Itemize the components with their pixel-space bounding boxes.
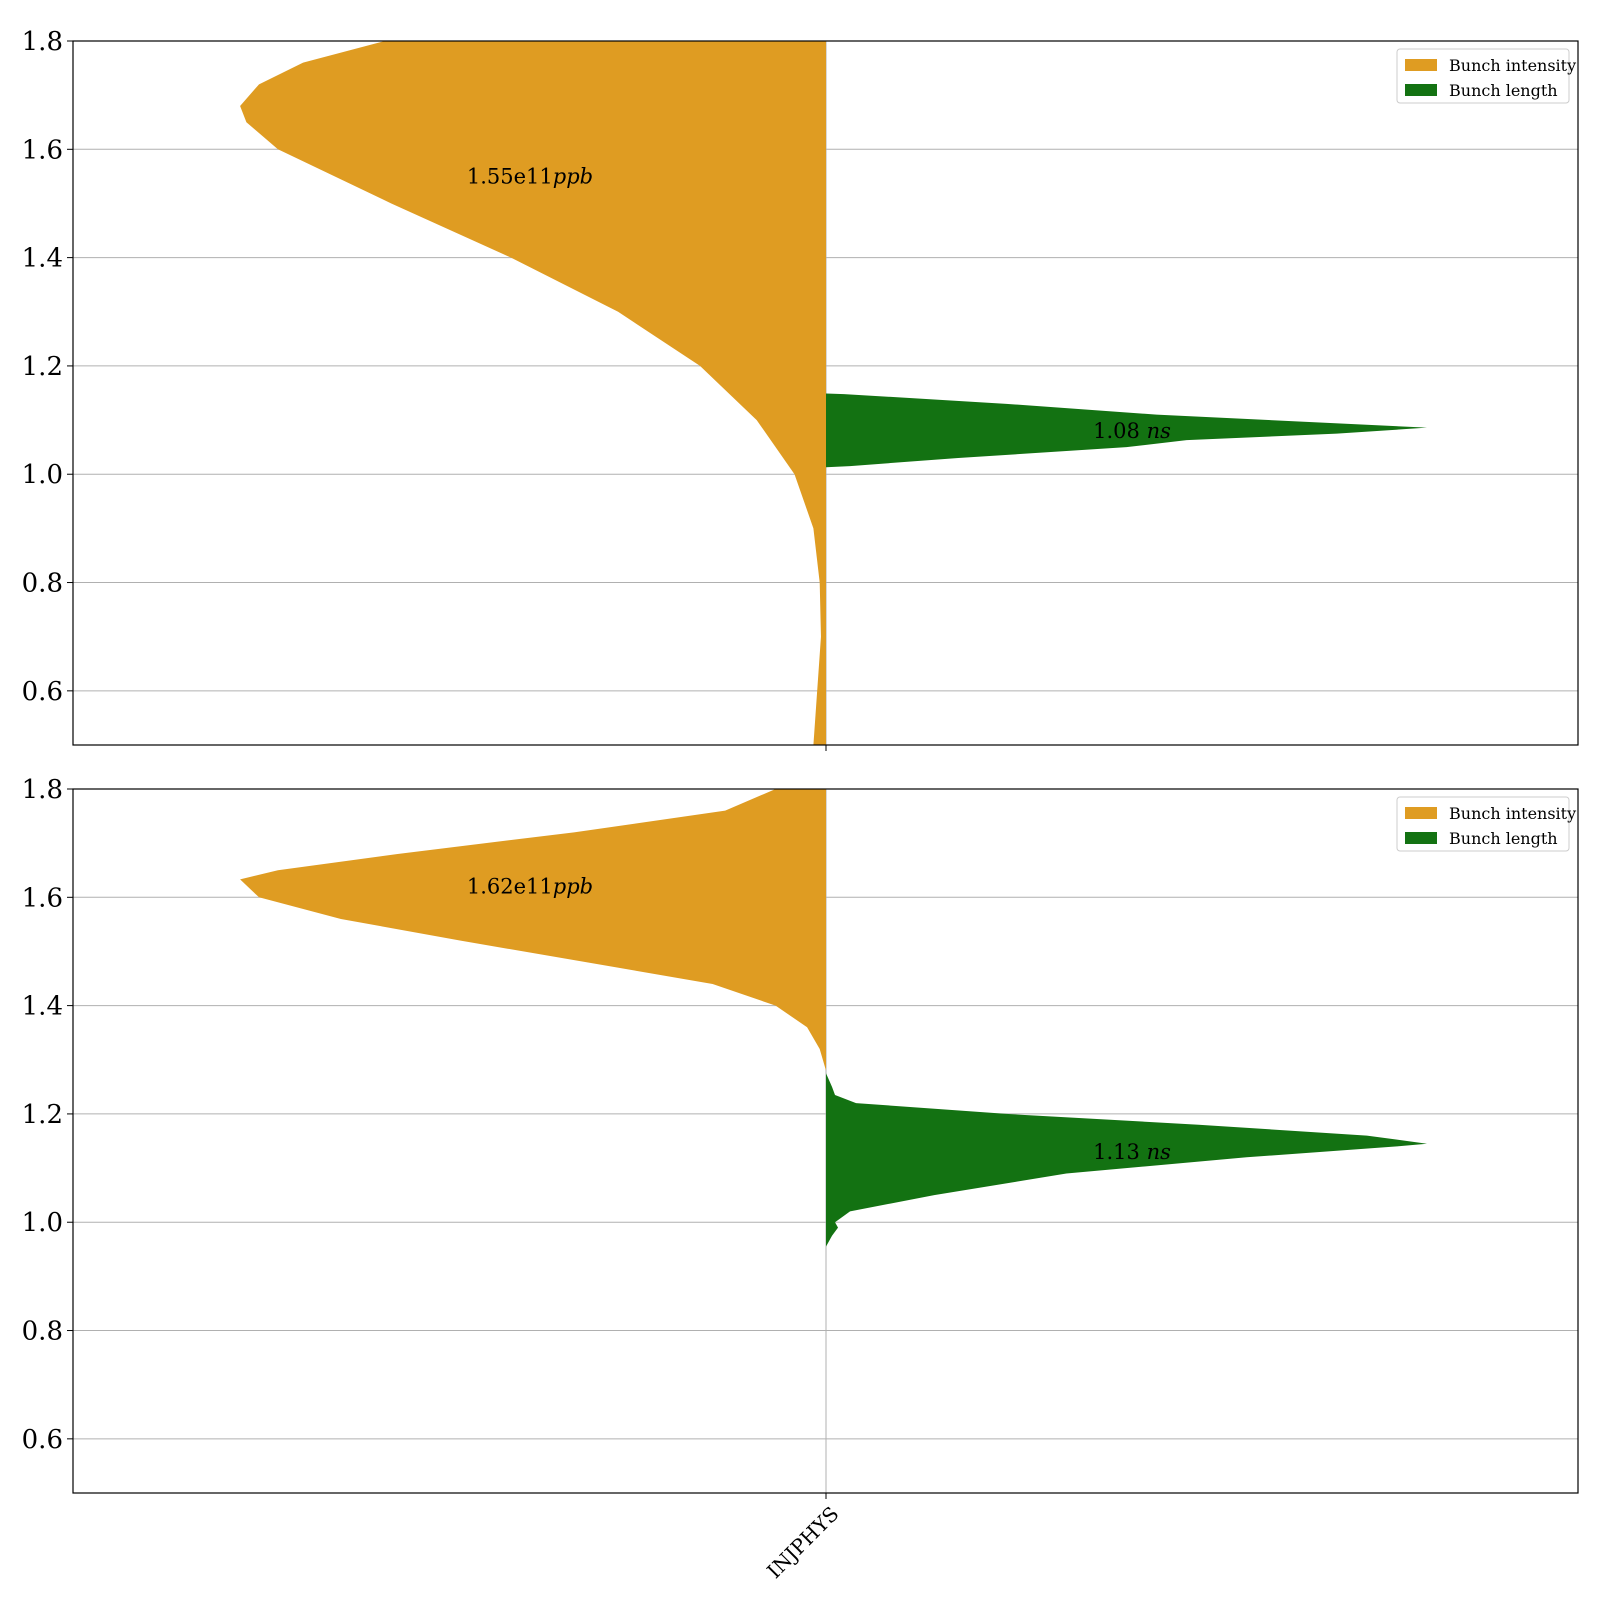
legend: Bunch intensity Bunch length: [1396, 796, 1576, 852]
legend-box: [1396, 796, 1570, 852]
violin-bunch-intensity: [240, 41, 827, 745]
y-tick-label: 0.6: [22, 677, 63, 707]
legend-swatch: [1405, 84, 1437, 96]
chart-panel-1: 1.55e11ppb 1.08 ns 0.6 0.8 1.0 1.2 1.4 1.6 1.8 Bu…: [22, 27, 1579, 751]
y-tick-label: 0.8: [22, 569, 63, 599]
legend-label: Bunch length: [1449, 829, 1558, 848]
annotation-bunch-length: 1.13 ns: [1093, 1140, 1171, 1164]
y-tick-label: 1.2: [22, 352, 63, 382]
legend-label: Bunch length: [1449, 81, 1558, 100]
y-tick-label: 1.2: [22, 1100, 63, 1130]
violin-bunch-length: [826, 393, 1427, 468]
annotation-unit: ns: [1147, 1140, 1172, 1164]
y-tick-label: 1.4: [22, 244, 63, 274]
annotation-unit: ppb: [553, 874, 593, 898]
annotation-unit: ns: [1147, 419, 1172, 443]
annotation-bunch-intensity: 1.55e11ppb: [467, 164, 593, 188]
legend-swatch: [1405, 59, 1437, 71]
legend-box: [1396, 48, 1570, 104]
legend-label: Bunch intensity: [1449, 804, 1576, 823]
y-tick-label: 1.6: [22, 883, 63, 913]
legend: Bunch intensity Bunch length: [1396, 48, 1576, 104]
y-tick-label: 1.6: [22, 135, 63, 165]
chart-panel-2: 1.62e11ppb 1.13 ns 0.6 0.8 1.0 1.2 1.4 1.6 1.8 IN…: [22, 775, 1579, 1583]
y-tick-label: 0.8: [22, 1317, 63, 1347]
y-tick-label: 1.8: [22, 775, 63, 805]
annotation-value: 1.08: [1093, 419, 1146, 443]
annotation-value: 1.55e11: [467, 164, 553, 188]
annotation-value: 1.62e11: [467, 874, 553, 898]
y-tick-label: 1.0: [22, 460, 63, 490]
legend-label: Bunch intensity: [1449, 56, 1576, 75]
violin-area: [240, 41, 1427, 745]
annotation-bunch-intensity: 1.62e11ppb: [467, 874, 593, 898]
annotation-bunch-length: 1.08 ns: [1093, 419, 1171, 443]
annotation-value: 1.13: [1093, 1140, 1146, 1164]
y-tick-label: 0.6: [22, 1425, 63, 1455]
annotation-unit: ppb: [553, 164, 593, 188]
x-tick-label: INJPHYS: [762, 1502, 843, 1583]
y-tick-label: 1.4: [22, 992, 63, 1022]
violin-bunch-length: [826, 1073, 1427, 1247]
violin-bunch-intensity: [240, 789, 827, 1071]
legend-swatch: [1405, 832, 1437, 844]
legend-swatch: [1405, 807, 1437, 819]
y-tick-label: 1.0: [22, 1208, 63, 1238]
violin-area: [240, 789, 1427, 1247]
y-tick-label: 1.8: [22, 27, 63, 57]
